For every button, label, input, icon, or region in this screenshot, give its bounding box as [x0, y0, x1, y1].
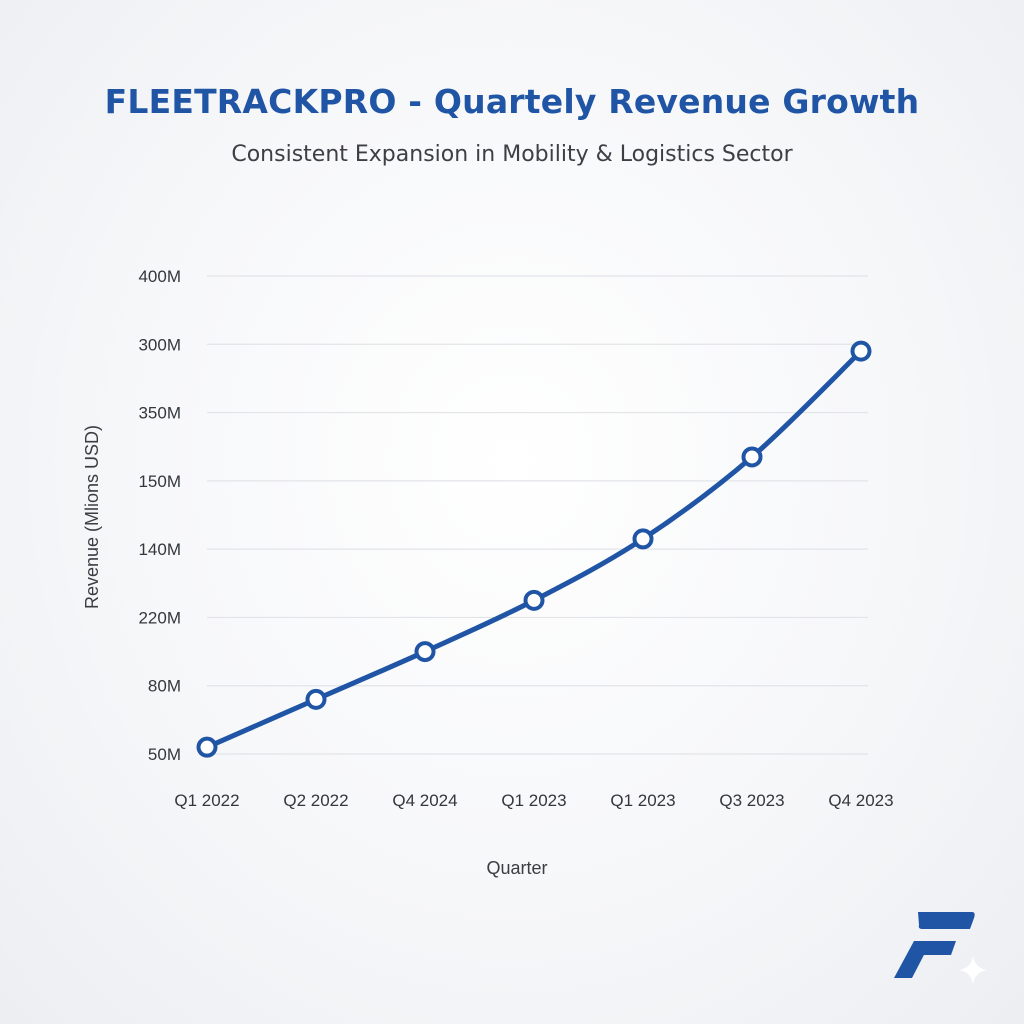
data-point-marker [414, 641, 436, 663]
data-point-marker [196, 736, 218, 758]
y-tick-label: 220M [138, 608, 181, 627]
logo-f-stem [894, 941, 927, 978]
x-tick-label: Q2 2022 [283, 791, 348, 810]
y-axis-title: Revenue (Mlions USD) [82, 425, 102, 609]
data-point-marker [523, 589, 545, 611]
series-revenue [196, 340, 872, 758]
data-point-marker [632, 528, 654, 550]
fleetrackpro-logo-icon [894, 912, 987, 984]
data-point-marker [741, 446, 763, 468]
x-axis-title: Quarter [486, 858, 547, 878]
data-point-marker [305, 688, 327, 710]
chart-subtitle: Consistent Expansion in Mobility & Logis… [231, 142, 793, 167]
y-tick-label: 400M [138, 267, 181, 286]
logo-f-top-stroke [918, 912, 975, 929]
y-tick-label: 140M [138, 540, 181, 559]
x-axis-ticks: Q1 2022 Q2 2022 Q4 2024 Q1 2023 Q1 2023 Q3 20… [174, 791, 893, 810]
x-tick-label: Q1 2023 [501, 791, 566, 810]
y-tick-label: 300M [138, 335, 181, 354]
grid-lines [207, 275, 868, 755]
y-tick-label: 350M [138, 404, 181, 423]
x-tick-label: Q4 2024 [392, 791, 457, 810]
chart-title: FLEETRACKPRO - Quartely Revenue Growth [104, 82, 920, 121]
x-tick-label: Q1 2022 [174, 791, 239, 810]
y-axis-ticks: 50M 80M 220M 140M 150M 350M 300M 400M [138, 267, 181, 764]
y-tick-label: 80M [148, 677, 181, 696]
y-tick-label: 150M [138, 472, 181, 491]
x-tick-label: Q4 2023 [828, 791, 893, 810]
data-point-marker [850, 340, 872, 362]
sparkle-icon [959, 956, 987, 984]
x-tick-label: Q1 2023 [610, 791, 675, 810]
x-tick-label: Q3 2023 [719, 791, 784, 810]
y-tick-label: 50M [148, 745, 181, 764]
